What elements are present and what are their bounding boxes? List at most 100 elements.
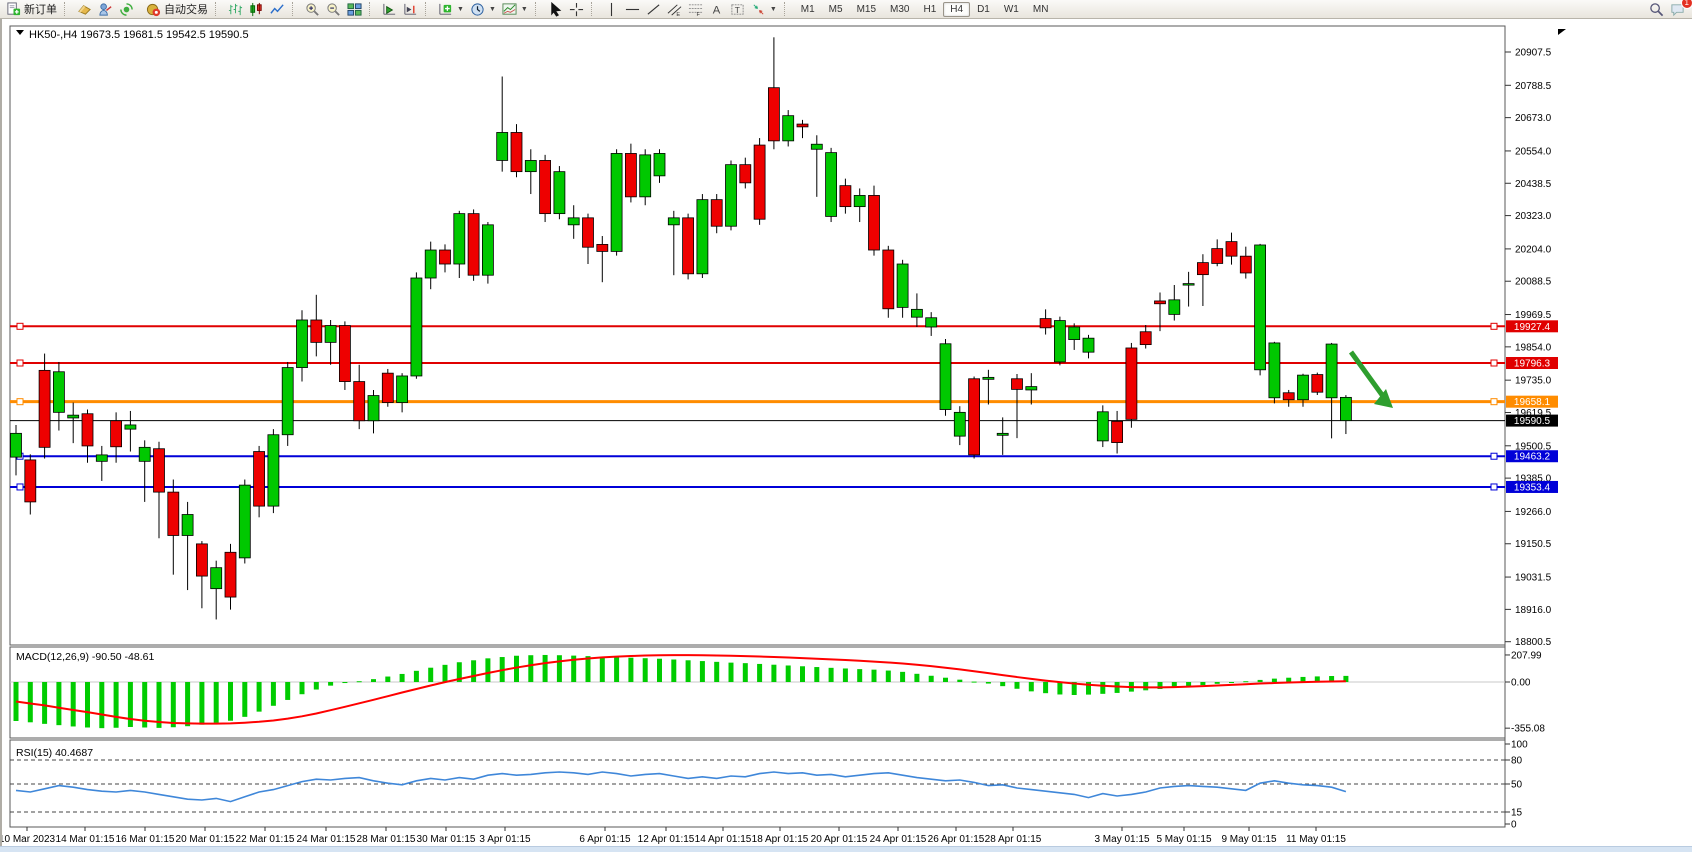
profile-button[interactable] (74, 1, 95, 18)
price-axis-label: 19266.0 (1515, 507, 1552, 518)
macd-bar (556, 655, 562, 682)
equidistant-channel-button[interactable]: E (664, 1, 685, 18)
resistance-2-handle-left[interactable] (16, 359, 24, 367)
indicators-button[interactable]: ▼ (435, 1, 467, 18)
macd-bar (900, 671, 906, 682)
macd-bar (1186, 682, 1192, 687)
pivot-handle-left[interactable] (16, 398, 24, 406)
timeframe-m1[interactable]: M1 (800, 3, 815, 15)
crosshair-button[interactable] (566, 1, 587, 18)
tile-windows-button[interactable] (344, 1, 365, 18)
collapse-triangle-icon[interactable] (16, 30, 24, 35)
candle-chart-button[interactable] (246, 1, 267, 18)
vertical-line-button[interactable] (601, 1, 622, 18)
candlestick-chart[interactable]: 20907.5 20788.5 20673.0 20554.0 20438.5 20323… (0, 18, 1692, 852)
current-price-price-badge (1506, 414, 1558, 427)
market-watch-button[interactable] (95, 1, 116, 18)
text-button[interactable]: A (706, 1, 727, 18)
periods-button[interactable]: ▼ (467, 1, 499, 18)
trendline-button[interactable] (643, 1, 664, 18)
time-axis-label: 10 Mar 2023 (2, 834, 56, 845)
resistance-2-handle-right[interactable] (1490, 359, 1498, 367)
macd-bar (56, 682, 62, 726)
price-axis-label: 18800.5 (1515, 637, 1552, 648)
macd-bar (1229, 682, 1234, 683)
macd-bar (342, 682, 348, 684)
macd-bar (1043, 682, 1049, 694)
candle-body (768, 87, 780, 142)
trend-arrow-head (1374, 389, 1393, 408)
chevron-down-icon[interactable]: ▼ (488, 5, 496, 13)
macd-bar (170, 682, 176, 728)
support-2-handle-left[interactable] (16, 483, 24, 491)
chat-button[interactable]: 1 (1667, 0, 1692, 18)
timeframe-m30[interactable]: M30 (890, 3, 910, 15)
macd-bar (156, 682, 162, 728)
cursor-button[interactable] (545, 1, 566, 18)
timeframe-m5[interactable]: M5 (828, 3, 843, 15)
zoom-out-button[interactable] (323, 1, 344, 18)
chart-window[interactable]: 20907.5 20788.5 20673.0 20554.0 20438.5 20323… (0, 18, 1692, 846)
macd-bar (1086, 682, 1091, 695)
line-chart-button[interactable] (267, 1, 288, 18)
time-axis-label: 3 Apr 01:15 (479, 834, 531, 845)
candle-body (911, 308, 923, 318)
templates-button[interactable]: ▼ (499, 1, 531, 18)
trend-arrow-annotation[interactable] (1348, 350, 1388, 401)
candle-body (1211, 248, 1224, 264)
support-1-price-badge-label: 19463.2 (1514, 452, 1551, 463)
new-order-button[interactable]: 新订单 (3, 0, 60, 18)
resistance-1-handle-left[interactable] (16, 322, 24, 330)
arrows-button[interactable]: ▼ (748, 1, 780, 18)
navigator-button[interactable] (116, 1, 137, 18)
candle-body (253, 451, 266, 507)
candle-body (810, 143, 823, 150)
candle-body (310, 319, 323, 343)
text-label-button[interactable]: T (727, 1, 748, 18)
candle-body (739, 164, 752, 184)
chevron-down-icon[interactable]: ▼ (457, 5, 464, 13)
price-axis-label: 19150.5 (1515, 539, 1552, 550)
auto-trading-button[interactable]: 自动交易 (143, 0, 211, 18)
search-button[interactable] (1646, 1, 1667, 18)
zoom-in-button[interactable] (302, 1, 323, 18)
candle-body (110, 420, 122, 448)
chart-shift-button[interactable] (400, 1, 421, 18)
resistance-1-price-badge (1506, 320, 1558, 333)
time-axis-label: 20 Apr 01:15 (811, 834, 868, 845)
price-shift-marker[interactable] (1558, 29, 1566, 35)
chevron-down-icon[interactable]: ▼ (520, 5, 528, 13)
timeframe-h1[interactable]: H1 (923, 3, 937, 15)
timeframe-mn[interactable]: MN (1032, 3, 1049, 15)
candle-body (896, 263, 909, 308)
chart-title: HK50-,H4 19673.5 19681.5 19542.5 19590.5 (29, 29, 249, 41)
candle-body (281, 367, 294, 436)
horizontal-line-button[interactable] (622, 1, 643, 18)
support-1-handle-right[interactable] (1490, 452, 1498, 460)
candle-body (1168, 299, 1181, 315)
auto-scroll-button[interactable] (379, 1, 400, 18)
candle-body (1239, 255, 1252, 274)
macd-signal-line (15, 654, 1346, 725)
candle-body (982, 376, 995, 380)
candle-body (1311, 374, 1324, 393)
timeframe-m15[interactable]: M15 (856, 3, 877, 15)
time-axis-label: 6 Apr 01:15 (579, 834, 631, 845)
pivot-handle-right[interactable] (1490, 398, 1498, 406)
support-2-handle-right[interactable] (1490, 483, 1498, 491)
macd-bar (1200, 682, 1206, 686)
time-axis-label: 22 Mar 01:15 (236, 834, 295, 845)
chevron-down-icon[interactable]: ▼ (769, 5, 777, 13)
resistance-1-handle-right[interactable] (1490, 322, 1498, 330)
fibonacci-button[interactable]: F (685, 1, 706, 18)
time-axis-label: 30 Mar 01:15 (417, 834, 476, 845)
timeframe-w1[interactable]: W1 (1003, 3, 1019, 15)
search-icon (1649, 2, 1664, 17)
bar-chart-button[interactable] (225, 1, 246, 18)
arrows-icon (751, 2, 766, 17)
price-axis-label: 19619.5 (1515, 408, 1552, 419)
timeframe-d1[interactable]: D1 (977, 3, 990, 15)
toolbar-separator (425, 2, 431, 16)
timeframe-h4[interactable]: H4 (943, 1, 971, 17)
macd-bar (213, 682, 219, 723)
